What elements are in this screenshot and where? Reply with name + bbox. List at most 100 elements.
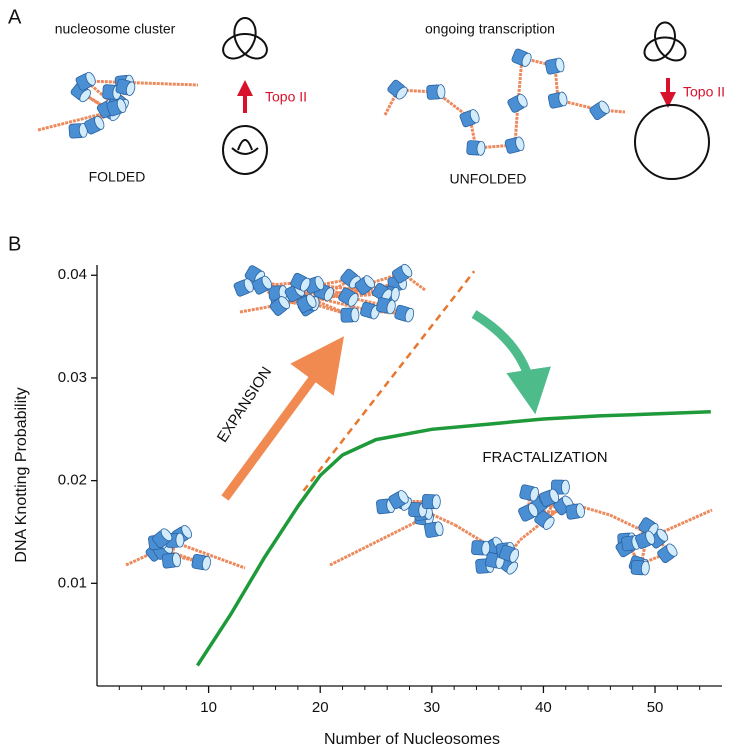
nucleosome-face [278, 296, 290, 310]
nucleosome-face [575, 503, 585, 518]
nucleosome-face [481, 540, 491, 556]
nucleosome-face [401, 263, 413, 278]
nucleosome [233, 278, 254, 297]
nucleosome-face [314, 275, 325, 291]
nucleosome [589, 100, 610, 121]
nucleosome-face [398, 490, 409, 504]
annotation: EXPANSION [214, 364, 275, 446]
state-label: UNFOLDED [449, 171, 526, 187]
nucleosome [75, 71, 96, 91]
nucleosome-face [517, 93, 528, 108]
nucleosome-face [404, 307, 415, 323]
nucleosome [191, 553, 211, 571]
nucleosome [251, 275, 273, 295]
nucleosome [504, 136, 525, 154]
nucleosome-face [509, 548, 520, 563]
y-tick-label: 0.02 [58, 472, 87, 489]
series-line [195, 410, 711, 667]
nucleosome [544, 57, 565, 75]
nucleosome-face [549, 488, 560, 503]
nucleosome-face [300, 277, 311, 292]
nucleosome [354, 275, 376, 295]
nucleosome [471, 540, 491, 556]
nucleosome [340, 307, 360, 323]
nucleosome [426, 84, 446, 100]
nucleosome [499, 544, 520, 563]
nucleosome [68, 122, 88, 139]
nucleosome-face [506, 561, 519, 575]
knot [231, 139, 259, 155]
knot [643, 21, 687, 62]
panel-label: B [8, 233, 21, 255]
nucleosome-face [543, 516, 555, 530]
nucleosome-face [79, 89, 91, 103]
nucleosome-face [476, 140, 486, 156]
nucleosome-face [528, 502, 539, 517]
y-tick-label: 0.04 [58, 266, 87, 283]
series-line [302, 270, 476, 492]
nucleosome-face [558, 91, 568, 107]
nucleosome-face [323, 287, 334, 302]
nucleosome-face [201, 555, 211, 571]
nucleosome-face [561, 479, 570, 495]
nucleosome-face [363, 275, 376, 289]
nucleosome [269, 296, 290, 316]
state-label: FOLDED [89, 169, 146, 185]
nucleosome-face [116, 98, 127, 113]
nucleosome-face [434, 521, 444, 537]
nucleosome [296, 294, 317, 313]
nucleosome-face [515, 136, 525, 152]
nucleosome [161, 552, 182, 569]
nucleosome-face [555, 57, 565, 73]
nucleosome-face [521, 52, 532, 67]
nucleosome-face [160, 528, 173, 542]
nucleosome [84, 115, 105, 135]
nucleosome-face [94, 115, 105, 130]
annotation: FRACTALIZATION [482, 449, 607, 466]
nucleosome-face [666, 543, 678, 557]
illustrations [37, 17, 713, 576]
nucleosome [394, 304, 415, 323]
nucleosome-face [436, 84, 446, 100]
nucleosome [424, 521, 444, 538]
nucleosome [371, 282, 393, 303]
nucleosome [376, 297, 396, 315]
knot [222, 125, 268, 175]
nucleosome-face [469, 109, 480, 124]
nucleosome [534, 510, 555, 530]
nucleosome [547, 91, 568, 109]
nucleosome [507, 93, 528, 113]
nucleosome [539, 488, 560, 507]
nucleosome [387, 79, 408, 100]
linker-dna [383, 56, 626, 150]
x-tick-label: 20 [312, 699, 329, 716]
nucleosome-face [175, 532, 185, 548]
x-tick-label: 40 [535, 699, 552, 716]
nucleosome [630, 559, 650, 576]
nucleosome [338, 287, 359, 307]
nucleosome-face [386, 299, 396, 315]
nucleosome-face [85, 71, 96, 86]
nucleosome-face [306, 294, 317, 308]
arrow [471, 310, 551, 415]
y-tick-label: 0.01 [58, 574, 87, 591]
nucleosome-face [396, 86, 408, 100]
enzyme-label: Topo II [683, 84, 725, 100]
nucleosome-face [347, 293, 359, 307]
nucleosome [388, 490, 409, 510]
nucleosome [152, 528, 173, 549]
x-tick-label: 30 [423, 699, 440, 716]
panel-label: A [8, 6, 22, 28]
nucleosome-face [656, 528, 669, 542]
nucleosome-face [181, 524, 193, 539]
nucleosome-face [243, 278, 254, 293]
nucleosome-face [645, 530, 656, 545]
nucleosome [106, 98, 127, 117]
nucleosome-face [598, 100, 610, 114]
nucleosome-face [529, 486, 539, 502]
nucleosome-face [640, 560, 650, 576]
nucleosome [519, 484, 539, 502]
nucleosome-face [431, 494, 441, 510]
unknot [634, 104, 710, 180]
